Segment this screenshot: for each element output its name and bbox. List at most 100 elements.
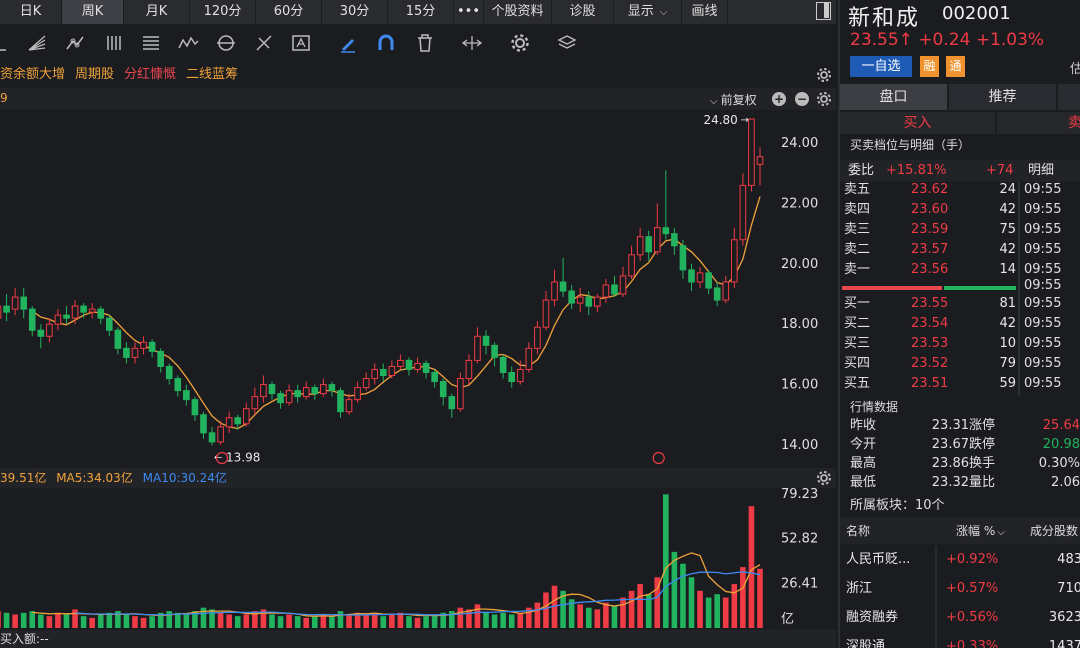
- tab-60min[interactable]: 60分: [256, 0, 322, 24]
- sector-row[interactable]: 深股通 +0.33% 1437: [840, 633, 1080, 648]
- polyline-icon[interactable]: [64, 32, 86, 54]
- tab-month-k[interactable]: 月K: [124, 0, 190, 24]
- bid-row[interactable]: 买二 23.54 42 09:55: [840, 314, 1080, 334]
- stock-price-change: 23.55↑ +0.24 +1.03%: [850, 30, 1045, 50]
- ask-row[interactable]: 卖二 23.57 42 09:55: [840, 240, 1080, 260]
- magnet-icon[interactable]: [375, 32, 397, 54]
- volume-header: 39.51亿 MA5:34.03亿 MA10:30.24亿: [0, 468, 836, 488]
- sector-row[interactable]: 融资融券 +0.56% 3623: [840, 604, 1080, 632]
- tab-week-k[interactable]: 周K: [62, 0, 124, 24]
- tab-more[interactable]: [1058, 84, 1080, 110]
- layers-icon[interactable]: [556, 32, 578, 54]
- market-row: 最低 23.32 量比 2.06: [840, 473, 1080, 493]
- kline-chart[interactable]: 24.00 22.00 20.00 18.00 16.00 14.00 24.80 → ← 13.…: [0, 110, 836, 466]
- bid-row[interactable]: 买一 23.55 81 09:55: [840, 294, 1080, 314]
- settings-gear-icon[interactable]: [509, 32, 531, 54]
- candle-up: [414, 362, 421, 370]
- panel-toggle-icon[interactable]: [812, 0, 836, 24]
- display-dropdown[interactable]: 显示 ⌵: [614, 0, 682, 24]
- bid-row[interactable]: 买四 23.52 79 09:55: [840, 354, 1080, 374]
- volume-bar-up: [346, 614, 352, 628]
- candle-down: [448, 396, 456, 410]
- market-k2: 涨停: [969, 418, 996, 433]
- zoom-in-icon[interactable]: +: [772, 92, 786, 106]
- candle-up: [354, 387, 361, 401]
- tab-15min-label: 15分: [405, 4, 436, 19]
- volume-bar-down: [663, 494, 669, 628]
- book-vol: 79: [999, 356, 1016, 371]
- candle-up: [54, 314, 62, 325]
- draw-lines-button[interactable]: 画线: [682, 0, 728, 24]
- ma5-line: [31, 196, 761, 430]
- ask-row[interactable]: 卖四 23.60 42 09:55: [840, 200, 1080, 220]
- fan-lines-icon[interactable]: [26, 32, 48, 54]
- tab-recommend[interactable]: 推荐: [949, 84, 1056, 110]
- tab-orderbook[interactable]: 盘口: [840, 84, 947, 110]
- tab-more-periods[interactable]: •••: [454, 0, 484, 24]
- tab-day-k[interactable]: 日K: [0, 0, 62, 24]
- tab-30min[interactable]: 30分: [322, 0, 388, 24]
- sell-button[interactable]: 卖出: [997, 112, 1080, 134]
- indicator-tag[interactable]: 周期股: [75, 67, 115, 82]
- sector-col-stocks[interactable]: 成分股数: [1030, 524, 1079, 538]
- event-marker-icon: [215, 451, 229, 465]
- tab-stock-profile[interactable]: 个股资料: [484, 0, 552, 24]
- adjust-mode-dropdown[interactable]: ⌵ 前复权: [710, 91, 757, 108]
- tab-120min[interactable]: 120分: [190, 0, 256, 24]
- volume-tick-label: 26.41: [781, 576, 818, 591]
- volume-chart[interactable]: 79.23 52.82 26.41 亿: [0, 488, 836, 628]
- hide-drawing-icon[interactable]: [461, 32, 483, 54]
- add-watchlist-button[interactable]: 一自选: [850, 56, 912, 77]
- tab-diagnosis[interactable]: 诊股: [552, 0, 614, 24]
- book-price: 23.54: [911, 316, 949, 331]
- ratio-diff: +74: [986, 163, 1014, 178]
- kline-settings-icon[interactable]: [816, 91, 832, 107]
- measure-icon[interactable]: [253, 32, 275, 54]
- text-tool-icon[interactable]: [290, 32, 312, 54]
- indicator-settings-icon[interactable]: [816, 67, 832, 83]
- indicator-tag[interactable]: 分红慷慨: [124, 67, 177, 82]
- volume-bar-down: [380, 616, 387, 628]
- candle-down: [208, 432, 216, 443]
- connect-badge: 通: [946, 56, 965, 77]
- volume-bar-down: [97, 614, 104, 628]
- wave-icon[interactable]: [177, 32, 199, 54]
- valuation-link[interactable]: 估: [1070, 62, 1080, 77]
- volume-bar-up: [543, 592, 549, 628]
- ray-line-icon[interactable]: [0, 32, 16, 54]
- bid-row[interactable]: 买五 23.51 59 09:55: [840, 374, 1080, 394]
- book-vol: 75: [999, 222, 1016, 237]
- fibonacci-icon[interactable]: [140, 32, 162, 54]
- tab-15min[interactable]: 15分: [388, 0, 454, 24]
- pen-icon[interactable]: [337, 32, 359, 54]
- cycle-icon[interactable]: [215, 32, 237, 54]
- candle-up: [131, 347, 139, 358]
- candle-up: [88, 308, 96, 313]
- book-label: 买五: [844, 376, 871, 391]
- volume-bar-up: [0, 611, 1, 628]
- ask-row[interactable]: 卖一 23.56 14 09:55: [840, 260, 1080, 280]
- ask-row[interactable]: 卖三 23.59 75 09:55: [840, 220, 1080, 240]
- price-tick-label: 20.00: [781, 257, 818, 272]
- parallel-lines-icon[interactable]: [103, 32, 125, 54]
- sector-name: 人民币贬...: [846, 552, 911, 567]
- sell-button-label: 卖出: [1068, 115, 1080, 131]
- sector-col-pct[interactable]: 涨幅 % ⌵: [956, 518, 1005, 546]
- sector-row[interactable]: 浙江 +0.57% 710: [840, 575, 1080, 603]
- candle-down: [165, 365, 173, 380]
- sector-col-name[interactable]: 名称: [846, 524, 871, 538]
- market-v2: 2.06: [1051, 475, 1080, 490]
- bid-row[interactable]: 买三 23.53 10 09:55: [840, 334, 1080, 354]
- volume-settings-icon[interactable]: [816, 470, 832, 486]
- zoom-out-icon[interactable]: −: [795, 92, 809, 106]
- trash-icon[interactable]: [414, 32, 436, 54]
- candle-up: [11, 296, 19, 310]
- indicator-tag[interactable]: 二线蓝筹: [186, 67, 239, 82]
- sector-row[interactable]: 人民币贬... +0.92% 483: [840, 546, 1080, 574]
- volume-bar-down: [329, 616, 335, 628]
- indicator-tag[interactable]: 资余额大增: [0, 67, 66, 82]
- ask-row[interactable]: 卖五 23.62 24 09:55: [840, 180, 1080, 200]
- panel-tabs: 盘口 推荐: [840, 84, 1080, 110]
- buy-button[interactable]: 买入: [840, 112, 995, 134]
- candle-down: [559, 281, 567, 292]
